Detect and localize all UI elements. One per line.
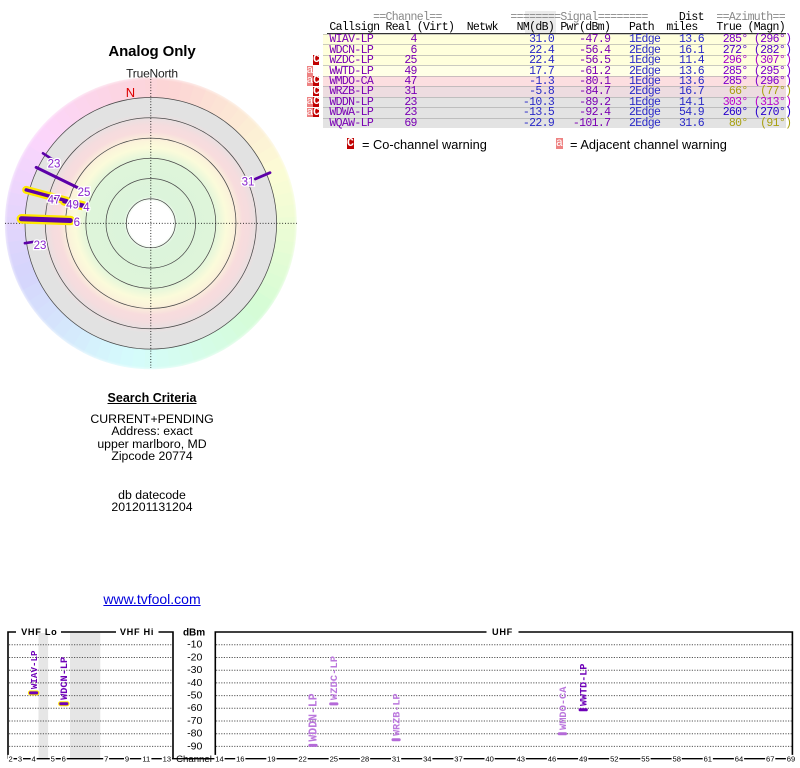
svg-text:46: 46	[548, 755, 556, 764]
svg-text:WWTD-LP: WWTD-LP	[580, 664, 591, 706]
svg-text:52: 52	[610, 755, 618, 764]
svg-text:-40: -40	[187, 677, 202, 689]
svg-text:WIAV-LP: WIAV-LP	[29, 650, 40, 689]
svg-text:25: 25	[330, 755, 338, 764]
svg-text:-70: -70	[187, 715, 202, 727]
svg-text:64: 64	[735, 755, 743, 764]
svg-text:-10: -10	[187, 639, 202, 651]
svg-text:4: 4	[83, 202, 90, 214]
svg-text:WDDN-LP: WDDN-LP	[307, 693, 320, 741]
svg-text:N: N	[126, 85, 135, 100]
svg-text:WDCN-LP: WDCN-LP	[59, 657, 71, 700]
svg-text:-30: -30	[187, 664, 202, 676]
svg-text:40: 40	[485, 755, 493, 764]
svg-text:7: 7	[104, 755, 108, 764]
svg-text:69: 69	[787, 755, 795, 764]
svg-text:43: 43	[517, 755, 525, 764]
svg-text:28: 28	[361, 755, 369, 764]
svg-text:-50: -50	[187, 690, 202, 702]
svg-text:61: 61	[704, 755, 712, 764]
svg-text:Channel: Channel	[176, 754, 212, 765]
svg-text:11: 11	[142, 755, 150, 764]
svg-text:WRZB-LP: WRZB-LP	[393, 693, 404, 735]
svg-text:13: 13	[163, 755, 171, 764]
svg-text:47: 47	[48, 195, 61, 207]
svg-text:25: 25	[78, 187, 91, 199]
svg-text:31: 31	[242, 177, 255, 189]
svg-text:VHF Lo: VHF Lo	[21, 627, 57, 637]
svg-text:49: 49	[66, 200, 79, 212]
svg-text:3: 3	[18, 755, 22, 764]
svg-text:58: 58	[672, 755, 680, 764]
svg-text:37: 37	[454, 755, 462, 764]
svg-text:16: 16	[236, 755, 244, 764]
svg-text:23: 23	[34, 240, 47, 252]
svg-text:2: 2	[8, 755, 12, 764]
svg-text:UHF: UHF	[492, 627, 513, 637]
svg-text:34: 34	[423, 755, 431, 764]
svg-text:5: 5	[51, 755, 55, 764]
svg-text:-60: -60	[187, 702, 202, 714]
svg-text:9: 9	[125, 755, 129, 764]
svg-text:31: 31	[392, 755, 400, 764]
svg-text:49: 49	[579, 755, 587, 764]
svg-text:23: 23	[48, 159, 61, 171]
svg-text:dBm: dBm	[183, 628, 205, 639]
svg-text:TrueNorth: TrueNorth	[126, 67, 178, 81]
svg-text:-80: -80	[187, 728, 202, 740]
svg-text:WMDO-CA: WMDO-CA	[558, 686, 570, 730]
svg-text:14: 14	[215, 755, 223, 764]
svg-text:-20: -20	[187, 651, 202, 663]
svg-text:6: 6	[62, 755, 66, 764]
svg-text:WZDC-LP: WZDC-LP	[329, 656, 341, 700]
svg-text:6: 6	[74, 217, 80, 229]
svg-text:VHF Hi: VHF Hi	[120, 627, 154, 637]
svg-text:67: 67	[766, 755, 774, 764]
svg-text:22: 22	[298, 755, 306, 764]
svg-text:4: 4	[31, 755, 35, 764]
svg-text:55: 55	[641, 755, 649, 764]
svg-text:19: 19	[267, 755, 275, 764]
svg-text:-90: -90	[187, 740, 202, 752]
